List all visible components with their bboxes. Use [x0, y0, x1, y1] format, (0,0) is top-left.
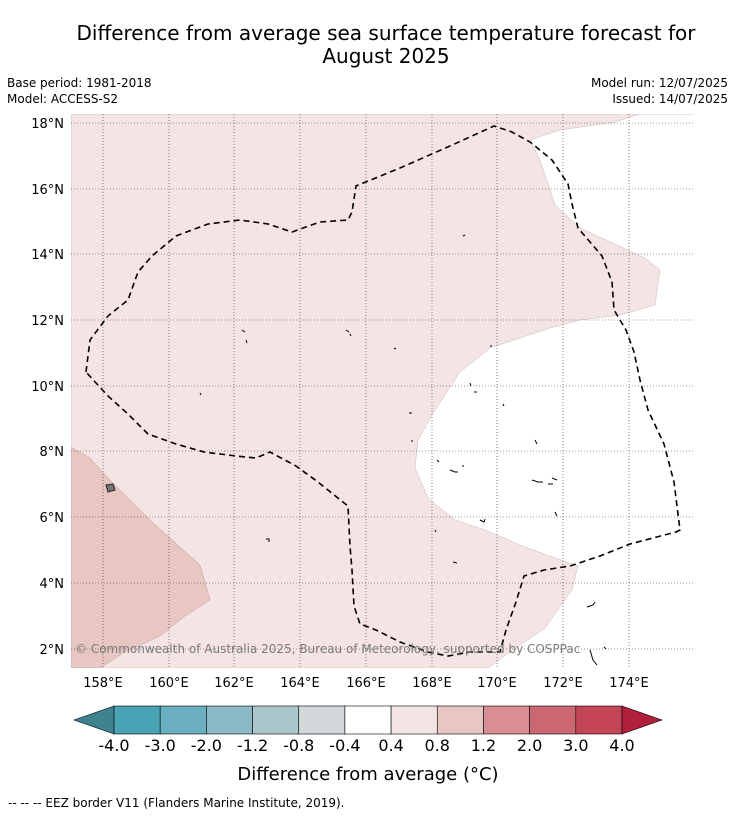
colorbar-tick-label: -3.0 [145, 736, 176, 755]
colorbar-segment [298, 705, 346, 735]
colorbar-segment [159, 705, 207, 735]
atoll-marker [105, 483, 116, 493]
eez-border [85, 125, 681, 657]
colorbar [73, 705, 663, 735]
colorbar-segment [390, 705, 438, 735]
colorbar-tick-label: -1.2 [237, 736, 268, 755]
lon-label: 172°E [543, 676, 583, 691]
lat-label: 8°N [40, 445, 65, 460]
base-period-text: Base period: 1981-2018 [7, 76, 152, 90]
lon-labels: 158°E 160°E 162°E 164°E 166°E 168°E 170°… [83, 676, 649, 691]
lon-label: 168°E [412, 676, 452, 691]
lon-label: 160°E [149, 676, 189, 691]
colorbar-title: Difference from average (°C) [237, 764, 498, 785]
colorbar-segment [483, 705, 530, 735]
colorbar-over-arrow [621, 705, 663, 735]
graticule [71, 114, 694, 668]
lon-label: 162°E [214, 676, 254, 691]
colorbar-tick-label: -4.0 [98, 736, 129, 755]
colorbar-labels: -4.0 -3.0 -2.0 -1.2 -0.8 -0.4 0.4 0.8 1.2 2.0 3.0 4… [98, 736, 634, 755]
lon-label: 158°E [83, 676, 123, 691]
lon-label: 170°E [477, 676, 517, 691]
colorbar-segment [529, 705, 577, 735]
map-area: © Commonwealth of Australia 2025, Bureau… [71, 114, 694, 668]
copyright-text: © Commonwealth of Australia 2025, Bureau… [75, 642, 580, 656]
lat-label: 4°N [40, 577, 65, 592]
lat-label: 10°N [31, 380, 64, 395]
island-markers [199, 234, 607, 666]
lon-label: 174°E [609, 676, 649, 691]
colorbar-tick-label: 4.0 [609, 736, 634, 755]
map-title: Difference from average sea surface temp… [76, 21, 696, 68]
eez-legend-footer: -- -- -- EEZ border V11 (Flanders Marine… [8, 796, 345, 810]
model-run-text: Model run: 12/07/2025 [590, 76, 728, 90]
colorbar-segment [436, 705, 484, 735]
lon-label: 164°E [280, 676, 320, 691]
lat-label: 16°N [31, 183, 64, 198]
colorbar-tick-label: -0.8 [283, 736, 314, 755]
lat-label: 6°N [40, 511, 65, 526]
issued-text: Issued: 14/07/2025 [612, 92, 728, 106]
meta-right: Model run: 12/07/2025 Issued: 14/07/2025 [591, 75, 728, 107]
lat-label: 2°N [40, 643, 65, 658]
colorbar-segment [113, 705, 161, 735]
colorbar-tick-label: 3.0 [563, 736, 588, 755]
colorbar-tick-label: 0.4 [378, 736, 403, 755]
lon-label: 166°E [346, 676, 386, 691]
colorbar-segment [206, 705, 253, 735]
colorbar-tick-label: 0.8 [425, 736, 450, 755]
anomaly-region-medium [71, 446, 211, 668]
lat-label: 14°N [31, 248, 64, 263]
colorbar-tick-label: -2.0 [191, 736, 222, 755]
colorbar-segment [344, 705, 392, 735]
colorbar-tick-label: -0.4 [329, 736, 360, 755]
anomaly-region-light [71, 114, 694, 668]
meta-left: Base period: 1981-2018 Model: ACCESS-S2 [7, 75, 152, 107]
colorbar-segment [252, 705, 300, 735]
model-text: Model: ACCESS-S2 [7, 92, 119, 106]
colorbar-segment [575, 705, 623, 735]
colorbar-tick-label: 1.2 [471, 736, 496, 755]
colorbar-under-arrow [73, 705, 115, 735]
lat-labels: 18°N 16°N 14°N 12°N 10°N 8°N 6°N 4°N 2°N [31, 117, 64, 658]
lat-label: 12°N [31, 314, 64, 329]
colorbar-tick-label: 2.0 [517, 736, 542, 755]
lat-label: 18°N [31, 117, 64, 132]
